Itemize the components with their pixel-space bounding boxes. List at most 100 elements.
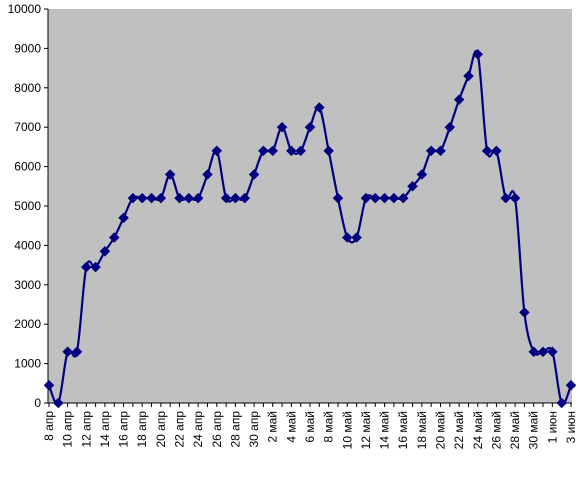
x-tick-label: 28 май — [508, 411, 522, 449]
data-point — [332, 192, 344, 204]
data-point — [435, 145, 446, 157]
data-point — [267, 145, 279, 157]
data-point — [136, 192, 148, 204]
data-point — [304, 121, 316, 133]
data-point — [416, 169, 428, 180]
x-tick-label: 30 апр — [247, 411, 261, 448]
data-point — [202, 169, 213, 180]
x-tick-label: 24 апр — [191, 411, 205, 448]
x-tick-label: 12 май — [359, 411, 373, 449]
data-point — [360, 192, 372, 204]
data-point — [239, 192, 251, 204]
data-point — [556, 397, 568, 409]
x-tick-label: 18 май — [415, 411, 429, 449]
data-point — [164, 169, 176, 180]
data-point — [425, 145, 437, 157]
data-point — [90, 261, 101, 273]
data-point — [248, 169, 260, 180]
x-tick-label: 30 май — [527, 411, 541, 449]
data-point — [127, 192, 139, 204]
data-point — [323, 145, 334, 157]
data-point — [565, 379, 577, 391]
data-point — [500, 192, 512, 204]
y-tick-label: 10000 — [8, 2, 42, 16]
x-tick-label: 14 май — [378, 411, 392, 449]
data-point — [108, 232, 120, 243]
x-tick-label: 28 апр — [228, 411, 242, 448]
y-axis: 0 1000 2000 3000 4000 5000 6000 7000 8000 9000 100… — [8, 2, 49, 410]
x-tick-label: 4 май — [284, 411, 298, 443]
data-point — [183, 192, 195, 204]
data-point — [472, 48, 484, 60]
data-point — [258, 145, 269, 157]
data-point — [519, 307, 530, 318]
data-point — [276, 121, 288, 133]
data-point — [295, 145, 307, 157]
x-tick-label: 1 июн — [545, 411, 559, 443]
data-point — [407, 180, 418, 192]
y-tick-label: 9000 — [14, 41, 41, 55]
data-point — [43, 379, 55, 391]
y-tick-label: 8000 — [14, 81, 41, 95]
data-point — [286, 145, 297, 157]
data-point — [453, 94, 465, 105]
x-tick-label: 26 апр — [210, 411, 224, 448]
data-point — [351, 232, 362, 243]
data-point — [230, 192, 241, 204]
x-tick-label: 16 апр — [117, 411, 131, 448]
x-tick-label: 22 апр — [173, 411, 187, 448]
data-point — [313, 102, 325, 113]
data-point — [99, 245, 111, 257]
data-point — [528, 346, 540, 358]
x-axis: 8 апр 10 апр 12 апр 14 апр 16 апр 18 апр 20 ап… — [42, 402, 578, 449]
x-tick-label: 3 июн — [564, 411, 578, 443]
data-point — [509, 192, 521, 204]
x-tick-label: 8 апр — [42, 411, 56, 441]
data-point — [537, 346, 549, 358]
x-tick-label: 10 апр — [61, 411, 75, 448]
x-tick-label: 20 май — [434, 411, 448, 449]
y-tick-label: 2000 — [14, 317, 41, 331]
plot-area — [48, 9, 572, 403]
data-point — [491, 145, 502, 157]
y-tick-label: 1000 — [14, 357, 41, 371]
y-tick-label: 0 — [34, 396, 41, 410]
y-tick-label: 5000 — [14, 199, 41, 213]
y-tick-label: 6000 — [14, 160, 41, 174]
data-point — [397, 192, 409, 204]
data-point — [220, 192, 232, 204]
data-point — [388, 192, 400, 204]
data-point — [211, 145, 223, 157]
x-tick-label: 6 май — [303, 411, 317, 443]
y-tick-label: 3000 — [14, 278, 41, 292]
x-tick-label: 8 май — [322, 411, 336, 443]
data-point — [52, 397, 64, 409]
data-point — [80, 261, 92, 273]
y-tick-label: 4000 — [14, 238, 41, 252]
data-point — [192, 192, 204, 204]
x-tick-label: 26 май — [489, 411, 503, 449]
data-point — [155, 192, 167, 204]
data-point — [146, 192, 157, 204]
x-tick-label: 24 май — [471, 411, 485, 449]
data-point — [341, 232, 353, 243]
x-tick-label: 14 апр — [98, 411, 112, 448]
data-point — [71, 346, 83, 358]
x-tick-label: 18 апр — [135, 411, 149, 448]
x-tick-label: 22 май — [452, 411, 466, 449]
data-point — [369, 192, 381, 204]
data-point — [118, 212, 129, 224]
x-tick-label: 20 апр — [154, 411, 168, 448]
data-point — [463, 70, 474, 82]
data-point — [444, 121, 456, 133]
data-point — [174, 192, 185, 204]
data-point — [62, 346, 73, 358]
x-tick-label: 2 май — [266, 411, 280, 443]
series-layer — [43, 48, 577, 409]
data-point — [547, 346, 558, 358]
data-point — [481, 145, 493, 157]
x-tick-label: 12 апр — [79, 411, 93, 448]
x-tick-label: 16 май — [396, 411, 410, 449]
